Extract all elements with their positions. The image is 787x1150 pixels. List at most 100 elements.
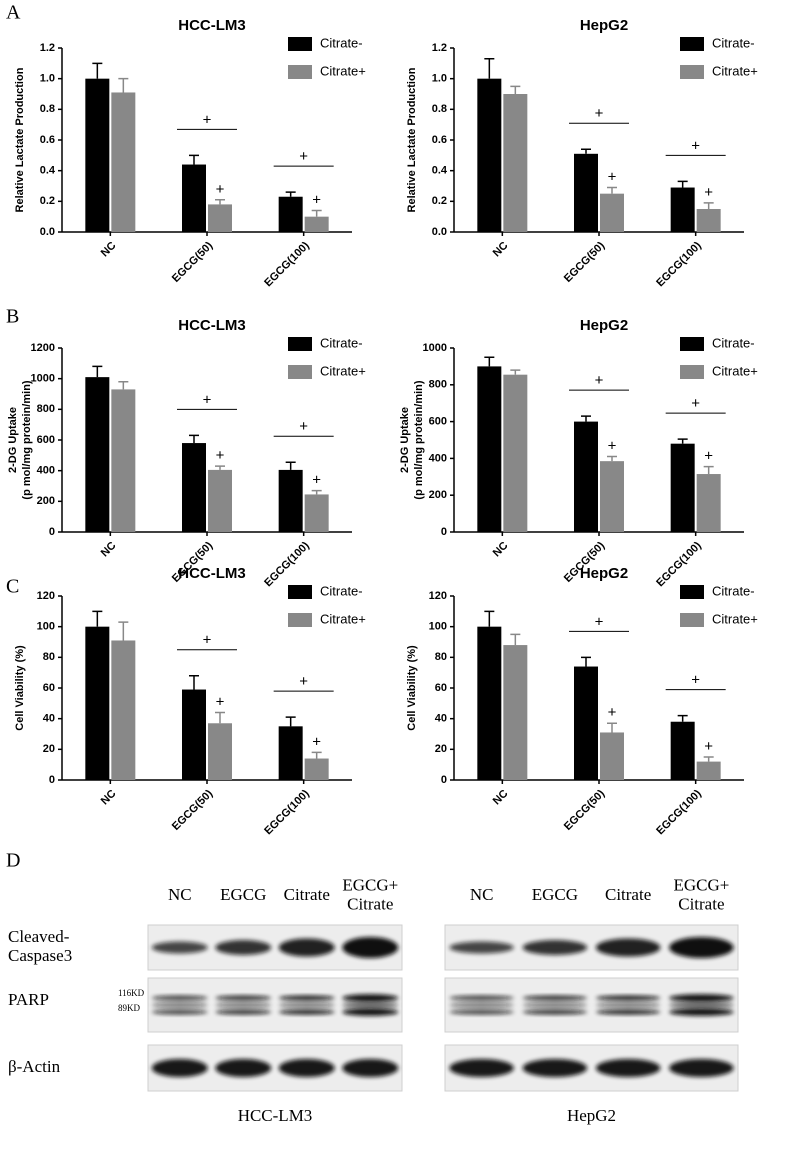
error-bar: [92, 62, 103, 79]
y-tick-label: 0.2: [40, 195, 55, 207]
y-tick-label: 400: [37, 465, 55, 477]
y-axis-label: Cell Viability (%): [14, 645, 26, 731]
y-tick-label: 0: [49, 774, 55, 786]
bar: [574, 153, 598, 232]
bar: [574, 421, 598, 532]
error-bar: [118, 380, 129, 390]
legend-swatch: [680, 65, 704, 79]
y-tick-label: 1.0: [40, 73, 55, 85]
error-bar: [189, 154, 199, 165]
y-tick-label: 200: [37, 495, 55, 507]
error-bar: [607, 186, 617, 194]
legend-swatch: [680, 585, 704, 599]
chart-title: HCC-LM3: [178, 317, 246, 334]
y-tick-label: 0.4: [432, 165, 448, 177]
blot-band: [151, 1059, 208, 1077]
column-label: EGCG: [532, 885, 578, 904]
bar: [600, 732, 624, 780]
significance-mark: +: [312, 733, 321, 750]
bar: [503, 94, 528, 232]
error-bar: [581, 415, 591, 422]
blot-band: [342, 1001, 399, 1009]
significance-mark: +: [595, 372, 604, 389]
panel-label: D: [6, 850, 20, 872]
blot-band: [522, 1059, 588, 1077]
y-axis-label: Cell Viability (%): [406, 645, 418, 731]
error-bar: [311, 209, 322, 217]
y-tick-label: 20: [435, 743, 447, 755]
blot-band: [522, 1009, 588, 1015]
y-tick-label: 20: [43, 743, 55, 755]
error-bar: [215, 711, 225, 724]
blot-band: [595, 1009, 661, 1015]
y-axis-label: (p mol/mg protein/min): [413, 380, 425, 499]
x-tick-label: EGCG(50): [562, 239, 607, 284]
y-tick-label: 80: [43, 651, 55, 663]
chart-title: HCC-LM3: [178, 565, 246, 582]
panel-label: A: [6, 2, 21, 24]
blot-band: [449, 995, 514, 1001]
column-label: Citrate: [284, 885, 330, 904]
error-bar: [118, 621, 129, 641]
bar: [696, 761, 721, 780]
legend-label: Citrate-: [712, 583, 755, 598]
significance-mark: +: [704, 184, 713, 201]
y-tick-label: 1000: [31, 373, 55, 385]
y-tick-label: 1200: [31, 342, 55, 354]
bar: [670, 443, 695, 532]
legend-label: Citrate+: [320, 363, 366, 378]
blot-band: [342, 937, 399, 958]
bar: [574, 666, 598, 780]
bar: [696, 474, 721, 532]
legend-label: Citrate-: [320, 35, 363, 50]
bar: [208, 723, 232, 780]
x-tick-label: NC: [491, 540, 511, 560]
y-tick-label: 1000: [423, 342, 447, 354]
cell-line-label: HepG2: [567, 1106, 616, 1125]
error-bar: [285, 191, 296, 197]
bar: [696, 209, 721, 232]
legend-label: Citrate-: [712, 335, 755, 350]
blot-band: [278, 1002, 335, 1008]
legend-swatch: [288, 65, 312, 79]
bar: [600, 461, 624, 532]
y-tick-label: 600: [429, 416, 447, 428]
row-label: PARP: [8, 990, 49, 1009]
significance-mark: +: [203, 632, 212, 649]
bar: [111, 640, 136, 780]
blot-band: [669, 994, 734, 1002]
bar: [182, 164, 206, 232]
row-label: Cleaved-: [8, 927, 70, 946]
blot-band: [215, 995, 272, 1001]
x-tick-label: NC: [99, 240, 119, 260]
legend-label: Citrate+: [712, 63, 758, 78]
y-tick-label: 400: [429, 452, 447, 464]
legend-swatch: [680, 613, 704, 627]
blot-band: [595, 1059, 661, 1077]
significance-mark: +: [312, 192, 321, 209]
legend-swatch: [288, 365, 312, 379]
blot-band: [278, 1059, 335, 1077]
column-label: Citrate: [605, 885, 651, 904]
blot-band: [278, 938, 335, 957]
column-label: EGCG: [220, 885, 266, 904]
significance-mark: +: [299, 148, 308, 165]
blot-band: [342, 1008, 399, 1016]
row-label: Caspase3: [8, 946, 72, 965]
blot-band: [595, 995, 661, 1001]
blot-band: [669, 1008, 734, 1016]
x-tick-label: EGCG(100): [262, 539, 312, 589]
bar: [477, 366, 502, 532]
x-tick-label: EGCG(100): [654, 239, 704, 289]
y-tick-label: 40: [43, 713, 55, 725]
legend-swatch: [288, 337, 312, 351]
significance-mark: +: [595, 613, 604, 630]
y-tick-label: 0.8: [432, 103, 447, 115]
x-tick-label: EGCG(50): [562, 787, 607, 832]
error-bar: [215, 465, 225, 470]
blot-band: [449, 941, 514, 954]
blot-band: [215, 1009, 272, 1015]
blot-band: [595, 938, 661, 957]
panel-label: B: [6, 306, 19, 328]
error-bar: [215, 199, 225, 205]
